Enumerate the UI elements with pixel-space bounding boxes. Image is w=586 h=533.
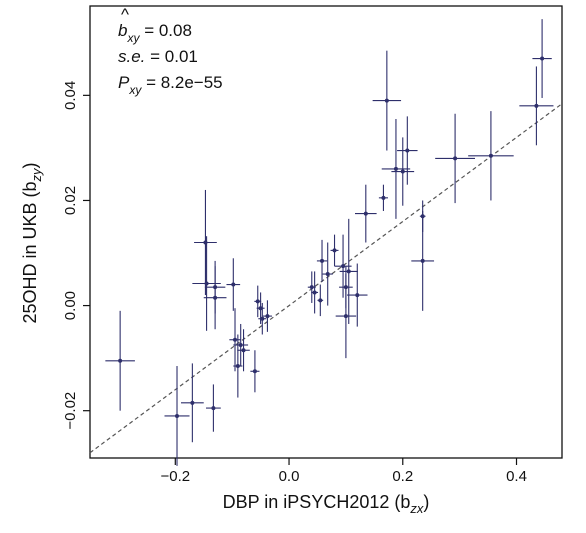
data-point (453, 156, 458, 161)
data-point (343, 314, 348, 319)
x-axis-label-close: ) (423, 492, 429, 512)
data-point (363, 211, 368, 216)
data-point (393, 166, 398, 171)
data-point (332, 248, 337, 253)
annotation-2-value: = 0.01 (145, 47, 197, 66)
plot-frame (89, 5, 563, 459)
data-point (540, 56, 545, 61)
y-tick-label: 0.04 (62, 81, 79, 110)
data-point (381, 195, 386, 200)
data-point (318, 298, 323, 303)
data-point (118, 358, 123, 363)
y-axis-label: 25OHD in UKB (bzy) (20, 162, 44, 323)
data-point (320, 258, 325, 263)
x-axis-label: DBP in iPSYCH2012 (bzx) (223, 492, 430, 516)
data-point (384, 98, 389, 103)
x-tick-label: 0.4 (506, 468, 527, 485)
data-point (238, 343, 243, 347)
annotation-3-symbol: P (118, 73, 130, 92)
annotation-3-subscript: xy (128, 83, 142, 97)
data-point (400, 169, 405, 174)
data-point (309, 285, 314, 290)
data-point (241, 348, 246, 353)
data-point (405, 148, 410, 153)
data-point (325, 272, 330, 277)
annotation-2-symbol: s.e. (118, 47, 145, 66)
data-point (265, 314, 270, 319)
y-axis-label-text: 25OHD in UKB (b (20, 181, 40, 323)
data-point (255, 299, 260, 304)
plot-area: −0.2 0.0 0.2 0.4 −0.02 0.00 0.02 0.04 (62, 5, 563, 485)
data-point (258, 306, 263, 311)
data-point (211, 406, 216, 411)
data-point (341, 264, 346, 269)
annotation-line-1: bxy = 0.08 (118, 21, 192, 45)
annotation-1-subscript: xy (126, 31, 140, 45)
annotation-1-symbol: b (118, 21, 127, 40)
data-point (534, 103, 539, 108)
data-point (213, 295, 218, 300)
x-tick-label: −0.2 (160, 468, 190, 485)
annotation-line-3: Pxy = 8.2e−55 (118, 73, 223, 97)
data-point (488, 153, 493, 158)
data-point (175, 413, 180, 418)
x-tick-label: 0.0 (279, 468, 300, 485)
data-point (252, 369, 257, 374)
data-point (346, 269, 351, 274)
annotation-line-2: s.e. = 0.01 (118, 47, 198, 66)
x-axis-label-subscript: zx (409, 501, 424, 516)
data-point (355, 293, 360, 298)
data-point (231, 282, 236, 287)
annotation-1-hat: ^ (121, 5, 129, 24)
data-point (233, 337, 238, 342)
annotation-block: bxy = 0.08 ^ s.e. = 0.01 Pxy = 8.2e−55 (118, 5, 223, 97)
data-point (420, 258, 425, 263)
data-point (260, 316, 265, 321)
annotation-1-value: = 0.08 (139, 21, 191, 40)
data-point (190, 400, 195, 405)
y-tick-label: −0.02 (62, 392, 79, 430)
data-point (204, 281, 209, 286)
data-point (312, 290, 317, 295)
annotation-3-value: = 8.2e−55 (141, 73, 222, 92)
data-point (235, 364, 240, 369)
y-tick-label: 0.02 (62, 186, 79, 215)
y-axis-label-subscript: zy (29, 167, 44, 183)
x-tick-label: 0.2 (392, 468, 413, 485)
x-axis-label-text: DBP in iPSYCH2012 (b (223, 492, 411, 512)
y-axis-label-close: ) (20, 162, 40, 168)
y-tick-label: 0.00 (62, 291, 79, 320)
